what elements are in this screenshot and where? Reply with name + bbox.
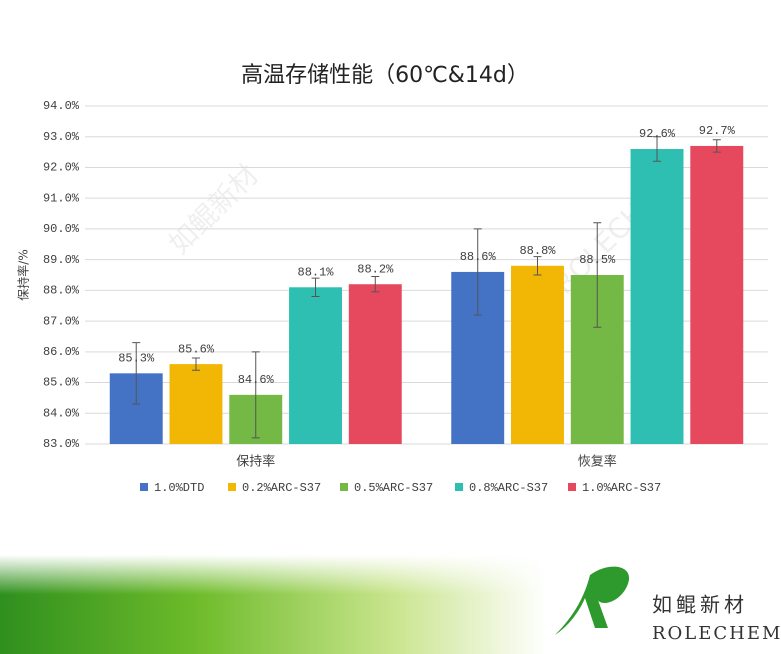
value-label: 88.6% — [460, 250, 497, 264]
bar — [289, 287, 342, 444]
legend-label: 0.2%ARC-S37 — [242, 481, 321, 495]
error-bar — [132, 342, 141, 405]
legend-swatch — [568, 483, 576, 491]
y-tick-label: 84.0% — [43, 406, 80, 420]
logo-icon — [555, 566, 630, 635]
error-bar — [653, 136, 662, 162]
error-bar — [593, 222, 602, 328]
y-tick-label: 90.0% — [43, 222, 80, 236]
error-bar — [712, 139, 721, 153]
legend-label: 1.0%ARC-S37 — [582, 481, 661, 495]
legend-label: 0.8%ARC-S37 — [469, 481, 548, 495]
y-tick-label: 93.0% — [43, 130, 80, 144]
legend-label: 1.0%DTD — [154, 481, 204, 495]
x-tick-label: 恢复率 — [578, 454, 617, 470]
y-tick-label: 87.0% — [43, 314, 80, 328]
value-label: 85.6% — [178, 342, 215, 356]
legend-swatch — [140, 483, 148, 491]
y-tick-label: 83.0% — [43, 437, 80, 451]
y-tick-label: 88.0% — [43, 284, 80, 298]
value-label: 92.7% — [699, 124, 736, 138]
error-bar — [473, 228, 482, 316]
x-tick-label: 保持率 — [236, 454, 275, 470]
y-tick-label: 89.0% — [43, 253, 80, 267]
value-label: 88.2% — [357, 262, 394, 276]
value-label: 85.3% — [118, 351, 155, 365]
chart-title: 高温存储性能（60℃&14d） — [241, 63, 529, 88]
legend-swatch — [340, 483, 348, 491]
error-bar — [533, 256, 542, 276]
bar — [348, 284, 402, 444]
y-tick-label: 86.0% — [43, 345, 80, 359]
watermark: 如鲲新材 — [162, 158, 265, 261]
bar — [630, 149, 684, 444]
logo-name: 如鲲新材 — [652, 593, 748, 617]
value-label: 88.8% — [519, 244, 556, 258]
value-label: 84.6% — [238, 373, 275, 387]
y-tick-label: 94.0% — [43, 99, 80, 113]
error-bar — [371, 276, 380, 293]
error-bar — [191, 357, 200, 371]
legend-swatch — [455, 483, 463, 491]
error-bar — [251, 351, 260, 439]
value-label: 92.6% — [639, 127, 676, 141]
legend-label: 0.5%ARC-S37 — [354, 481, 433, 495]
logo-brand: ROLECHEM — [652, 623, 781, 644]
bar — [169, 364, 223, 444]
error-bar — [311, 277, 320, 298]
bar — [511, 265, 564, 444]
y-tick-label: 85.0% — [43, 376, 80, 390]
legend-swatch — [228, 483, 236, 491]
value-label: 88.5% — [579, 253, 616, 267]
footer-fade — [0, 555, 781, 654]
bar — [690, 145, 744, 445]
y-tick-label: 92.0% — [43, 161, 80, 175]
y-axis-label: 保持率/% — [16, 249, 31, 300]
value-label: 88.1% — [298, 265, 335, 279]
y-tick-label: 91.0% — [43, 191, 80, 205]
